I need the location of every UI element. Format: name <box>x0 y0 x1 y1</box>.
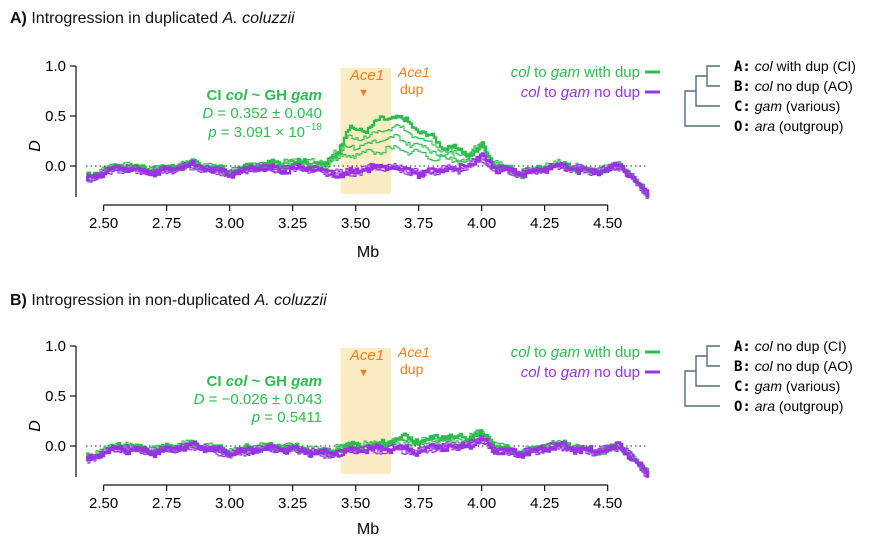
y-axis-label: D <box>27 420 44 432</box>
panel-a-chart: 0.0 0.5 1.0 2.50 2.75 3.00 3.25 3.50 3.75 4.00 4.2… <box>27 58 856 261</box>
x-tick-label: 2.50 <box>89 495 118 512</box>
y-tick-label: 1.0 <box>45 338 66 355</box>
stat-heading: CI col ~ GH gam <box>207 87 322 104</box>
axes: 0.0 0.5 1.0 2.50 2.75 3.00 3.25 3.50 3.75 4.00 4.2… <box>45 58 622 232</box>
panel-b-chart: 0.0 0.5 1.0 2.50 2.75 3.00 3.25 3.50 3.75 4.00 4.2… <box>27 338 853 536</box>
x-tick-label: 4.25 <box>530 215 559 232</box>
x-tick-label: 4.50 <box>593 495 622 512</box>
panel-a-title-species: A. coluzzii <box>222 10 295 27</box>
stat-d-value: D = 0.352 ± 0.040 <box>202 105 322 122</box>
series-layer <box>86 114 650 199</box>
panel-b-title-species: A. coluzzii <box>254 292 327 309</box>
y-tick-label: 0.5 <box>45 388 66 405</box>
x-tick-label: 3.75 <box>404 495 433 512</box>
x-tick-label: 3.00 <box>215 215 244 232</box>
x-tick-label: 2.75 <box>152 215 181 232</box>
ace1-marker-label: Ace1 <box>349 347 384 364</box>
series-no-dup-line <box>86 439 649 477</box>
x-tick-label: 2.75 <box>152 495 181 512</box>
y-tick-label: 0.5 <box>45 108 66 125</box>
stat-p-value: p = 3.091 × 10−18 <box>207 122 322 141</box>
panel-a-title-text: Introgression in duplicated <box>31 10 219 27</box>
x-tick-label: 3.75 <box>404 215 433 232</box>
legend-label-no-dup: col to gam no dup <box>521 364 640 381</box>
tree-label-o: O: ara (outgroup) <box>734 398 843 415</box>
ace1-marker-label: Ace1 <box>349 67 384 84</box>
panel-a-letter: A) <box>10 10 27 27</box>
x-axis-label: Mb <box>357 244 379 261</box>
panel-b-title-text: Introgression in non-duplicated <box>31 292 251 309</box>
ace1-marker-icon: ▼ <box>358 87 369 99</box>
x-tick-label: 4.00 <box>467 495 496 512</box>
y-tick-label: 1.0 <box>45 58 66 75</box>
tree-labels: A: col no dup (CI) B: col no dup (AO) C:… <box>734 338 853 415</box>
y-tick-label: 0.0 <box>45 438 66 455</box>
tree-label-c: C: gam (various) <box>734 378 840 395</box>
x-tick-label: 3.25 <box>278 215 307 232</box>
stat-d-value: D = −0.026 ± 0.043 <box>194 391 322 408</box>
tree-label-a: A: col with dup (CI) <box>734 58 856 75</box>
x-tick-label: 3.50 <box>341 215 370 232</box>
tree-label-o: O: ara (outgroup) <box>734 118 843 135</box>
ace1-dup-label-line2: dup <box>400 81 424 97</box>
tree-label-b: B: col no dup (AO) <box>734 358 853 375</box>
tree-label-b: B: col no dup (AO) <box>734 78 853 95</box>
ace1-dup-label-line2: dup <box>400 361 424 377</box>
panel-b-title: B) Introgression in non-duplicated A. co… <box>10 292 327 310</box>
legend-label-with-dup: col to gam with dup <box>511 344 640 361</box>
ace1-dup-label: Ace1 <box>397 344 430 360</box>
panel-a-title: A) Introgression in duplicated A. coluzz… <box>10 10 295 28</box>
stat-heading: CI col ~ GH gam <box>207 373 322 390</box>
x-tick-label: 4.25 <box>530 495 559 512</box>
phylogeny-tree <box>684 345 720 407</box>
x-tick-label: 3.00 <box>215 495 244 512</box>
tree-label-a: A: col no dup (CI) <box>734 338 847 355</box>
tree-labels: A: col with dup (CI) B: col no dup (AO) … <box>734 58 856 135</box>
x-tick-label: 3.25 <box>278 495 307 512</box>
axes: 0.0 0.5 1.0 2.50 2.75 3.00 3.25 3.50 3.75 4.00 4.2… <box>45 338 622 512</box>
x-tick-label: 4.50 <box>593 215 622 232</box>
series-no-dup-line <box>86 157 649 197</box>
legend: col to gam with dup col to gam no dup <box>511 64 660 101</box>
panel-b-letter: B) <box>10 292 27 309</box>
x-tick-label: 2.50 <box>89 215 118 232</box>
ace1-marker-icon: ▼ <box>358 367 369 379</box>
tree-label-c: C: gam (various) <box>734 98 840 115</box>
legend-label-with-dup: col to gam with dup <box>511 64 640 81</box>
legend: col to gam with dup col to gam no dup <box>511 344 660 381</box>
stat-p-value: p = 0.5411 <box>251 409 322 426</box>
y-axis-label: D <box>27 140 44 152</box>
ace1-dup-label: Ace1 <box>397 64 430 80</box>
phylogeny-tree <box>684 65 720 127</box>
x-tick-label: 3.50 <box>341 495 370 512</box>
legend-label-no-dup: col to gam no dup <box>521 84 640 101</box>
x-tick-label: 4.00 <box>467 215 496 232</box>
y-tick-label: 0.0 <box>45 158 66 175</box>
series-layer <box>86 429 650 479</box>
x-axis-label: Mb <box>357 521 379 536</box>
